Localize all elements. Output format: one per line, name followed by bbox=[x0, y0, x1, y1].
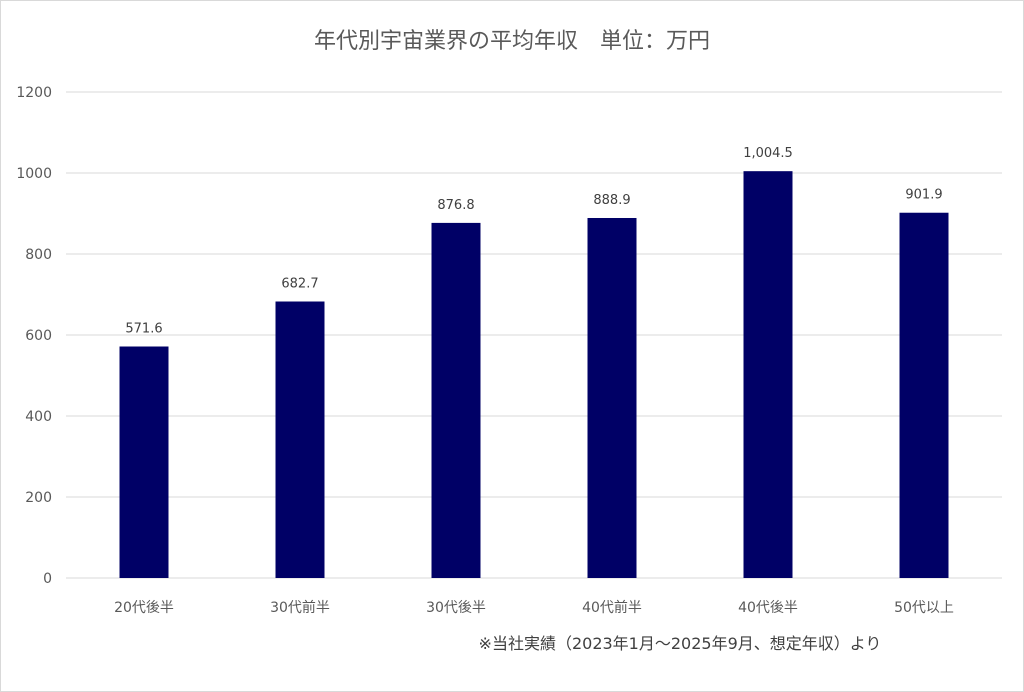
bar bbox=[119, 346, 169, 578]
chart-title: 年代別宇宙業界の平均年収 単位：万円 bbox=[314, 29, 710, 54]
x-tick-label: 40代後半 bbox=[738, 600, 798, 616]
x-tick-label: 20代後半 bbox=[114, 600, 174, 616]
bar bbox=[587, 217, 637, 579]
y-tick-label: 1200 bbox=[16, 85, 52, 101]
data-labels: 571.6 682.7 876.8 888.9 1,004.5 901.9 bbox=[125, 146, 942, 336]
data-label: 901.9 bbox=[905, 188, 942, 203]
x-tick-label: 50代以上 bbox=[894, 600, 954, 616]
bar bbox=[899, 212, 949, 578]
x-tick-label: 30代前半 bbox=[270, 599, 330, 616]
bars bbox=[119, 171, 949, 579]
y-axis-ticks: 0 200 400 600 800 1000 1200 bbox=[16, 85, 52, 587]
bar bbox=[275, 301, 325, 578]
y-tick-label: 200 bbox=[25, 490, 52, 506]
data-label: 571.6 bbox=[125, 322, 162, 337]
bar bbox=[743, 171, 793, 579]
y-tick-label: 0 bbox=[43, 571, 52, 587]
data-label: 888.9 bbox=[593, 193, 630, 208]
footnote: ※当社実績（2023年1月～2025年9月、想定年収）より bbox=[479, 634, 882, 653]
data-label: 682.7 bbox=[281, 277, 318, 292]
x-axis-categories: 20代後半 30代前半 30代後半 40代前半 40代後半 50代以上 bbox=[114, 599, 954, 616]
gridlines bbox=[66, 91, 1002, 579]
y-tick-label: 800 bbox=[25, 247, 52, 263]
y-tick-label: 600 bbox=[25, 328, 52, 344]
x-tick-label: 40代前半 bbox=[582, 599, 642, 616]
data-label: 1,004.5 bbox=[743, 146, 793, 161]
y-tick-label: 1000 bbox=[16, 166, 52, 182]
data-label: 876.8 bbox=[437, 198, 474, 213]
x-tick-label: 30代後半 bbox=[426, 600, 486, 616]
bar bbox=[431, 222, 481, 578]
y-tick-label: 400 bbox=[25, 409, 52, 425]
